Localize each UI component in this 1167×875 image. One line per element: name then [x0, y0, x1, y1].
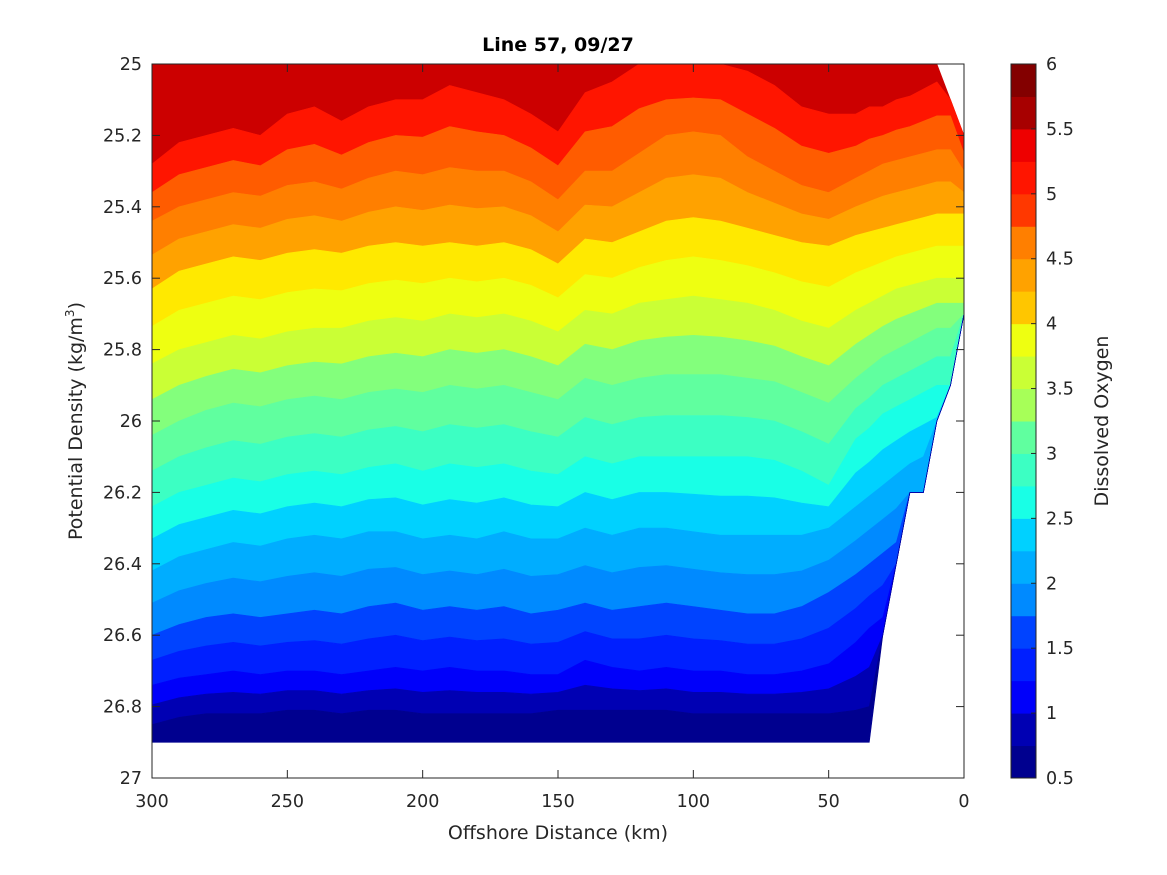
y-tick-label: 25.4 — [103, 198, 142, 218]
colorbar-tick-label: 1.5 — [1046, 639, 1074, 659]
y-tick-label: 25.8 — [103, 341, 142, 361]
x-tick-label: 50 — [818, 792, 840, 812]
y-axis-label-close: ) — [65, 302, 87, 309]
x-tick-label: 100 — [677, 792, 710, 812]
colorbar-tick-label: 0.5 — [1046, 769, 1074, 789]
y-tick-label: 27 — [120, 769, 142, 789]
colorbar-segment — [1011, 615, 1036, 649]
x-tick-label: 200 — [406, 792, 439, 812]
colorbar-segment — [1011, 323, 1036, 357]
colorbar-segment — [1011, 356, 1036, 390]
colorbar-segment — [1011, 161, 1036, 195]
colorbar-segment — [1011, 96, 1036, 130]
colorbar-segment — [1011, 680, 1036, 714]
colorbar-segment — [1011, 745, 1036, 779]
colorbar-segment — [1011, 453, 1036, 487]
y-tick-label: 26.8 — [103, 698, 142, 718]
colorbar-tick-label: 5 — [1046, 185, 1057, 205]
y-axis-label-main: Potential Density (kg/m — [65, 317, 87, 540]
colorbar-tick-label: 1 — [1046, 704, 1057, 724]
colorbar-segment — [1011, 291, 1036, 325]
colorbar — [1011, 64, 1036, 779]
colorbar-tick-label: 2 — [1046, 574, 1057, 594]
colorbar-tick-label: 4 — [1046, 315, 1057, 335]
colorbar-label: Dissolved Oxygen — [1091, 336, 1113, 507]
x-tick-label: 0 — [958, 792, 969, 812]
colorbar-tick-label: 3 — [1046, 444, 1057, 464]
y-tick-label: 25 — [120, 55, 142, 75]
y-axis-ticks: 25 25.2 25.4 25.6 25.8 26 26.2 26.4 26.6 26.8 27 — [103, 55, 964, 789]
colorbar-ticks: 0.5 1 1.5 2 2.5 3 3.5 4 4.5 5 5.5 6 — [1031, 55, 1074, 789]
colorbar-segment — [1011, 550, 1036, 584]
y-tick-label: 26 — [120, 412, 142, 432]
colorbar-segment — [1011, 713, 1036, 747]
y-tick-label: 26.6 — [103, 626, 142, 646]
y-tick-label: 26.4 — [103, 555, 142, 575]
x-axis-ticks: 300 250 200 150 100 50 0 — [135, 64, 970, 812]
y-tick-label: 25.6 — [103, 269, 142, 289]
colorbar-tick-label: 3.5 — [1046, 380, 1074, 400]
y-tick-label: 25.2 — [103, 126, 142, 146]
colorbar-tick-label: 5.5 — [1046, 120, 1074, 140]
colorbar-tick-label: 2.5 — [1046, 509, 1074, 529]
colorbar-segment — [1011, 421, 1036, 454]
contour-fill-layer — [152, 64, 964, 743]
colorbar-segment — [1011, 388, 1036, 422]
colorbar-segment — [1011, 128, 1036, 162]
colorbar-tick-label: 4.5 — [1046, 250, 1074, 270]
colorbar-segment — [1011, 648, 1036, 682]
x-axis-label: Offshore Distance (km) — [448, 822, 668, 844]
colorbar-box — [1010, 63, 1037, 779]
colorbar-segment — [1011, 583, 1036, 617]
x-tick-label: 150 — [541, 792, 574, 812]
colorbar-segment — [1011, 518, 1036, 552]
colorbar-segment — [1011, 193, 1036, 227]
x-tick-label: 250 — [271, 792, 304, 812]
x-tick-label: 300 — [135, 792, 168, 812]
colorbar-segment — [1011, 258, 1036, 292]
colorbar-segment — [1011, 485, 1036, 519]
chart-title: Line 57, 09/27 — [482, 34, 634, 56]
colorbar-segment — [1011, 64, 1036, 97]
colorbar-segment — [1011, 226, 1036, 260]
y-axis-label: Potential Density (kg/m3) — [63, 302, 87, 540]
y-tick-label: 26.2 — [103, 483, 142, 503]
y-axis-label-superscript: 3 — [63, 309, 77, 317]
colorbar-tick-label: 6 — [1046, 55, 1057, 75]
